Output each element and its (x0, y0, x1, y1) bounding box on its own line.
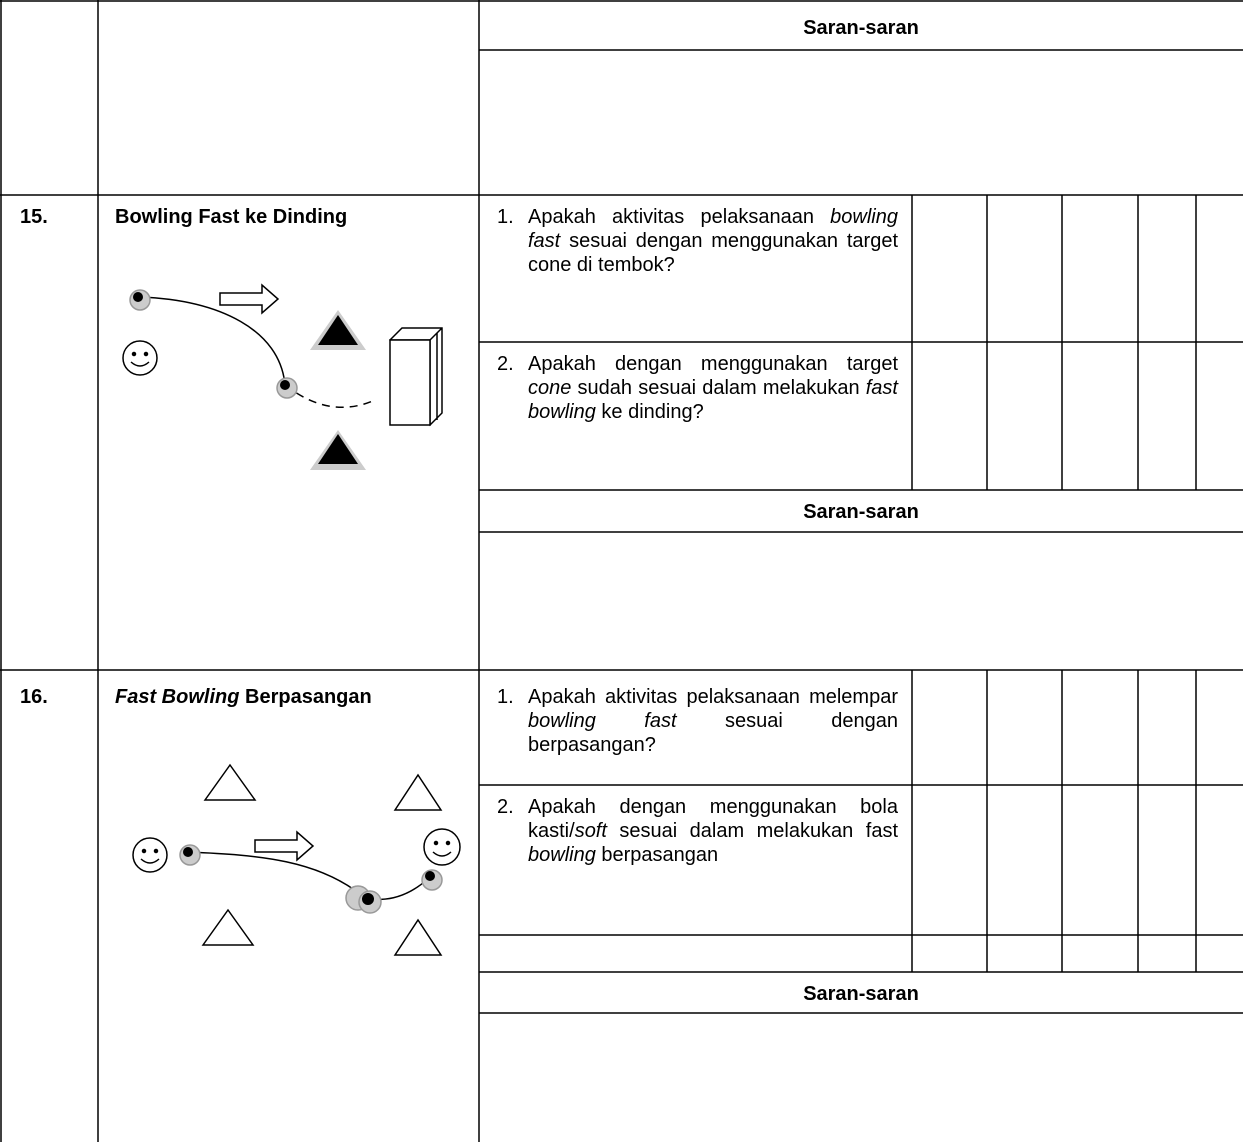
text-part: sesuai dalam melakukan fast (606, 820, 898, 842)
text-part: sudah sesuai dalam melakukan (571, 377, 866, 399)
question-number: 2. (497, 796, 514, 818)
text-part: sesuai dengan berpasangan? (528, 710, 898, 756)
suggestion-header: Saran-saran (803, 983, 919, 1005)
text-part: bowling fast (528, 206, 898, 252)
suggestion-header: Saran-saran (803, 501, 919, 523)
text-part: berpasangan (595, 844, 719, 866)
text-part: sesuai dengan menggunakan target cone di… (528, 230, 898, 276)
question-text: Apakah aktivitas pelaksanaan bowling fas… (528, 205, 898, 277)
text-part: cone (528, 377, 572, 399)
question-number: 1. (497, 686, 514, 708)
text-part: Apakah aktivitas pelaksanaan (528, 206, 831, 228)
text-part: bowling fast (528, 710, 677, 732)
text-part: Apakah dengan menggunakan target (528, 353, 898, 375)
question-number: 1. (497, 206, 514, 228)
question-text: Apakah dengan menggunakan bola kasti/sof… (528, 795, 898, 867)
title-part: Bowling Fast ke Dinding (115, 206, 348, 228)
title-part: Berpasangan (239, 686, 372, 708)
text-part: Apakah aktivitas pelaksanaan melempar (528, 686, 898, 708)
text-part: bowling (528, 844, 596, 866)
row-number: 16. (20, 686, 48, 708)
row-title: Fast Bowling Berpasangan (115, 685, 372, 709)
row-title: Bowling Fast ke Dinding (115, 205, 347, 229)
title-part: Fast Bowling (115, 686, 240, 708)
row-number: 15. (20, 206, 48, 228)
question-text: Apakah dengan menggunakan target cone su… (528, 352, 898, 424)
text-part: soft (574, 820, 607, 842)
text-part: Apakah dengan menggunakan bola kasti/ (528, 796, 898, 842)
question-number: 2. (497, 353, 514, 375)
text-part: fast bowling (528, 377, 898, 423)
suggestion-header: Saran-saran (803, 17, 919, 39)
question-text: Apakah aktivitas pelaksanaan melempar bo… (528, 685, 898, 757)
text-part: ke dinding? (595, 401, 704, 423)
